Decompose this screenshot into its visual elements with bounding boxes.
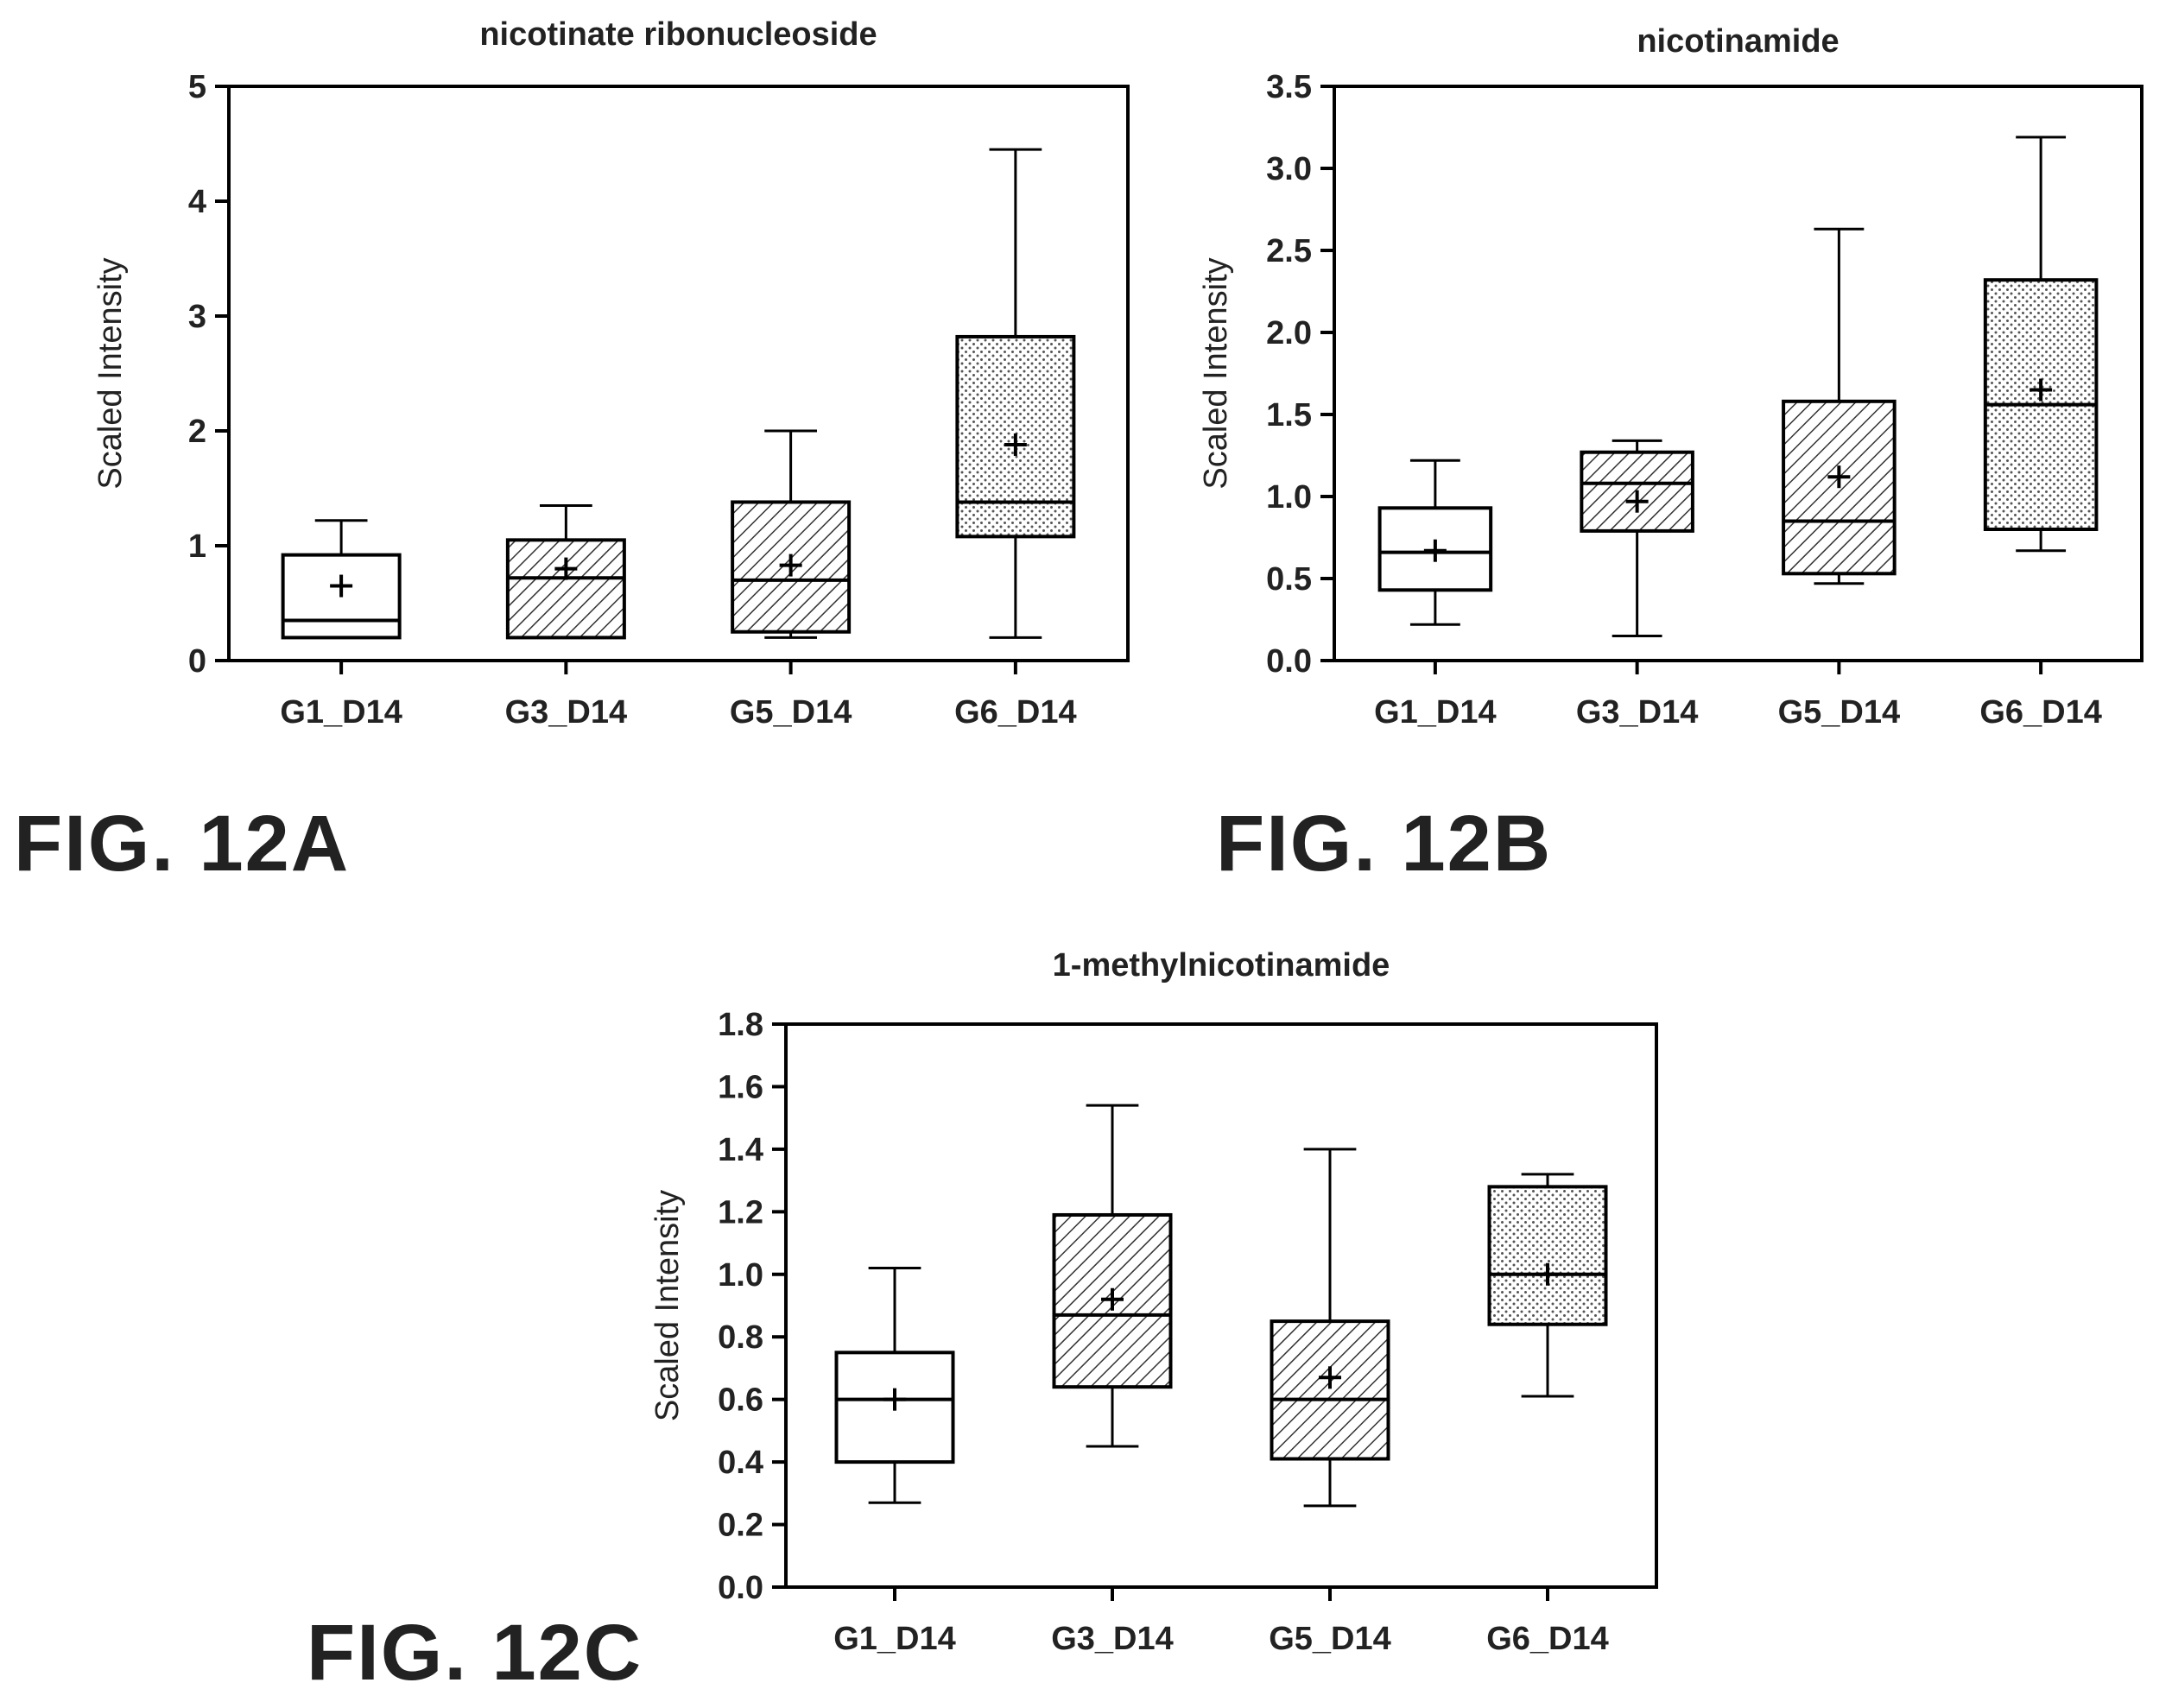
box-g5-d14 xyxy=(731,429,852,639)
y-tick-label: 2.0 xyxy=(1266,315,1312,351)
chart-1: nicotinate ribonucleoside Scaled Intensit… xyxy=(92,16,1130,731)
y-tick-label: 0.2 xyxy=(718,1508,763,1544)
y-tick-label: 0.8 xyxy=(718,1319,763,1356)
y-tick-label: 1.4 xyxy=(718,1132,763,1168)
y-tick-label: 4 xyxy=(188,184,206,220)
y-tick-label: 0.0 xyxy=(718,1570,763,1606)
y-tick-label: 2 xyxy=(188,414,206,450)
x-tick-label: G6_D14 xyxy=(1486,1621,1609,1657)
x-tick-label: G1_D14 xyxy=(1374,694,1497,731)
y-tick-label: 0.5 xyxy=(1266,561,1312,598)
y-tick-label: 1.0 xyxy=(718,1257,763,1294)
y-tick-label: 3 xyxy=(188,299,206,335)
figure-label-12a: FIG. 12A xyxy=(14,800,351,888)
box-g3-d14 xyxy=(505,503,626,640)
box-g5-d14 xyxy=(1782,227,1897,585)
box-g1-d14 xyxy=(281,519,402,640)
box-g5-d14 xyxy=(1270,1148,1390,1508)
y-tick-label: 0.0 xyxy=(1266,643,1312,680)
x-tick-label: G6_D14 xyxy=(1979,694,2102,731)
y-tick-label: 1.0 xyxy=(1266,479,1312,516)
x-tick-label: G5_D14 xyxy=(1778,694,1901,731)
iqr-box xyxy=(1270,1319,1390,1461)
box-g6-d14 xyxy=(955,148,1076,639)
plot-frame xyxy=(227,85,1130,662)
y-tick-label: 1.5 xyxy=(1266,397,1312,433)
charts-layer: nicotinate ribonucleoside Scaled Intensit… xyxy=(92,16,2144,1657)
y-tick-label: 1.8 xyxy=(718,1007,763,1043)
y-axis-label: Scaled Intensity xyxy=(1198,257,1234,489)
x-tick-label: G1_D14 xyxy=(833,1621,956,1657)
figure-label-12b: FIG. 12B xyxy=(1216,800,1553,888)
x-tick-label: G5_D14 xyxy=(730,694,852,731)
y-tick-label: 1.2 xyxy=(718,1194,763,1230)
y-tick-label: 0.4 xyxy=(718,1445,763,1481)
y-tick-label: 3.5 xyxy=(1266,69,1312,105)
y-tick-label: 1.6 xyxy=(718,1069,763,1105)
chart-title: nicotinamide xyxy=(1637,23,1839,60)
box-g6-d14 xyxy=(1487,1173,1608,1398)
x-tick-label: G3_D14 xyxy=(505,694,628,731)
box-g1-d14 xyxy=(834,1267,955,1504)
y-tick-label: 0.6 xyxy=(718,1382,763,1419)
iqr-box xyxy=(281,553,402,640)
y-tick-label: 2.5 xyxy=(1266,233,1312,269)
iqr-box xyxy=(505,538,626,640)
y-tick-label: 0 xyxy=(188,643,206,680)
y-tick-label: 1 xyxy=(188,528,206,565)
plot-frame xyxy=(784,1022,1658,1589)
y-axis-label: Scaled Intensity xyxy=(92,257,129,489)
chart-title: 1-methylnicotinamide xyxy=(1053,947,1390,984)
x-tick-label: G6_D14 xyxy=(954,694,1077,731)
y-tick-label: 3.0 xyxy=(1266,151,1312,187)
chart-2: nicotinamide Scaled Intensity 0.0 0.5 1.0 1.5… xyxy=(1198,23,2144,731)
y-axis-label: Scaled Intensity xyxy=(649,1190,686,1421)
x-tick-label: G3_D14 xyxy=(1051,1621,1174,1657)
x-tick-label: G3_D14 xyxy=(1576,694,1699,731)
chart-title: nicotinate ribonucleoside xyxy=(479,16,877,53)
y-tick-label: 5 xyxy=(188,69,206,105)
box-g6-d14 xyxy=(1983,136,2099,553)
iqr-box xyxy=(1487,1185,1608,1326)
x-tick-label: G1_D14 xyxy=(280,694,402,731)
box-g3-d14 xyxy=(1580,439,1694,637)
x-tick-label: G5_D14 xyxy=(1269,1621,1391,1657)
box-g1-d14 xyxy=(1377,459,1493,626)
plot-frame xyxy=(1333,85,2144,662)
chart-3: 1-methylnicotinamide Scaled Intensity 0.0 0… xyxy=(649,947,1658,1657)
figure-label-12c: FIG. 12C xyxy=(307,1609,643,1697)
box-g3-d14 xyxy=(1052,1104,1173,1448)
